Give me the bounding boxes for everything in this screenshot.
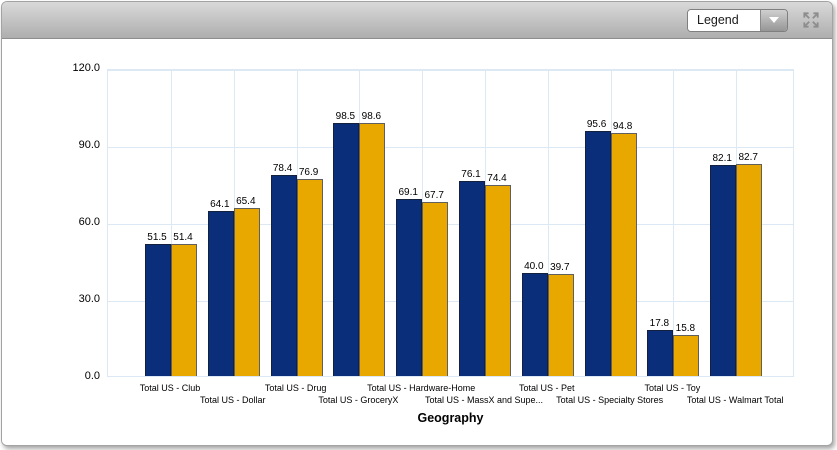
expand-arrows-icon xyxy=(803,12,819,28)
bar-series_1[interactable] xyxy=(521,273,548,376)
x-axis-title: Geography xyxy=(417,411,484,425)
bar-series_2[interactable] xyxy=(736,163,763,376)
h-gridline xyxy=(108,70,793,71)
bar-series_2[interactable] xyxy=(171,244,197,376)
bar-series_2[interactable] xyxy=(485,185,511,376)
y-tick-label: 60.0 xyxy=(78,216,100,228)
v-gridline xyxy=(547,70,549,376)
bar-value-label: 82.1 xyxy=(712,153,732,165)
h-gridline xyxy=(108,301,793,302)
plot-area xyxy=(107,69,794,377)
bar-series_1[interactable] xyxy=(396,198,423,376)
x-tick-label: Total US - Dollar xyxy=(200,395,266,405)
bar-value-label: 51.4 xyxy=(173,232,193,244)
x-tick-label: Total US - Hardware-Home xyxy=(367,383,476,393)
h-gridline xyxy=(108,224,793,225)
x-tick-label: Total US - Drug xyxy=(264,383,327,393)
bar-series_1[interactable] xyxy=(647,330,674,376)
bar-series_1[interactable] xyxy=(207,211,234,376)
bar-series_1[interactable] xyxy=(710,165,737,376)
chevron-down-icon xyxy=(769,17,779,23)
bar-value-label: 76.1 xyxy=(461,168,481,180)
v-gridline xyxy=(673,70,675,376)
bar-value-label: 64.1 xyxy=(210,199,230,211)
bar-value-label: 65.4 xyxy=(236,196,256,208)
x-tick-label: Total US - Toy xyxy=(644,383,701,393)
bar-value-label: 40.0 xyxy=(524,261,544,273)
x-tick-label: Total US - MassX and Supe... xyxy=(424,395,544,405)
bar-series_2[interactable] xyxy=(547,274,574,376)
bar-value-label: 39.7 xyxy=(550,262,570,274)
bar-series_1[interactable] xyxy=(584,130,611,376)
legend-dropdown-arrow-button[interactable] xyxy=(760,9,787,31)
bar-value-label: 76.9 xyxy=(298,166,319,178)
bar-value-label: 74.4 xyxy=(487,173,507,185)
x-tick-label: Total US - Club xyxy=(139,383,201,393)
bar-value-label: 51.5 xyxy=(147,231,167,243)
x-tick-label: Total US - Pet xyxy=(519,383,575,393)
bar-series_2[interactable] xyxy=(233,208,260,376)
bar-value-label: 15.8 xyxy=(675,323,696,335)
x-tick-label: Total US - Specialty Stores xyxy=(556,395,664,405)
expand-button[interactable] xyxy=(802,11,820,29)
bar-series_1[interactable] xyxy=(333,123,360,376)
bar-series_2[interactable] xyxy=(296,178,323,376)
bar-series_1[interactable] xyxy=(270,174,297,376)
bar-series_2[interactable] xyxy=(359,122,386,376)
bar-value-label: 78.4 xyxy=(272,162,293,174)
bar-value-label: 98.6 xyxy=(361,110,382,122)
bar-value-label: 69.1 xyxy=(398,186,418,198)
bar-series_2[interactable] xyxy=(673,335,700,376)
bar-value-label: 98.5 xyxy=(335,111,356,123)
bar-value-label: 82.7 xyxy=(738,151,758,163)
bar-value-label: 67.7 xyxy=(424,190,444,202)
legend-dropdown-value[interactable]: Legend xyxy=(688,9,760,31)
v-gridline xyxy=(171,70,172,376)
y-tick-label: 120.0 xyxy=(72,62,100,74)
bar-value-label: 17.8 xyxy=(649,318,670,330)
bar-series_1[interactable] xyxy=(459,180,485,376)
y-tick-label: 90.0 xyxy=(78,139,100,151)
bar-series_2[interactable] xyxy=(422,202,449,376)
y-tick-label: 0.0 xyxy=(84,370,100,382)
bar-series_2[interactable] xyxy=(610,132,637,376)
widget-toolbar: Legend xyxy=(2,2,832,39)
bar-series_1[interactable] xyxy=(145,243,171,376)
y-tick-label: 30.0 xyxy=(78,293,100,305)
chart-area: Geography 51.5 51.4 64.1 65.4 78.4 76.9 98.5 98… xyxy=(2,39,832,445)
x-tick-label: Total US - Walmart Total xyxy=(686,395,784,405)
bar-value-label: 95.6 xyxy=(586,118,607,130)
bar-value-label: 94.8 xyxy=(612,120,633,132)
legend-dropdown[interactable]: Legend xyxy=(687,8,788,32)
h-gridline xyxy=(108,147,793,148)
legend-dropdown-label: Legend xyxy=(697,13,739,27)
x-tick-label: Total US - GroceryX xyxy=(318,395,399,405)
